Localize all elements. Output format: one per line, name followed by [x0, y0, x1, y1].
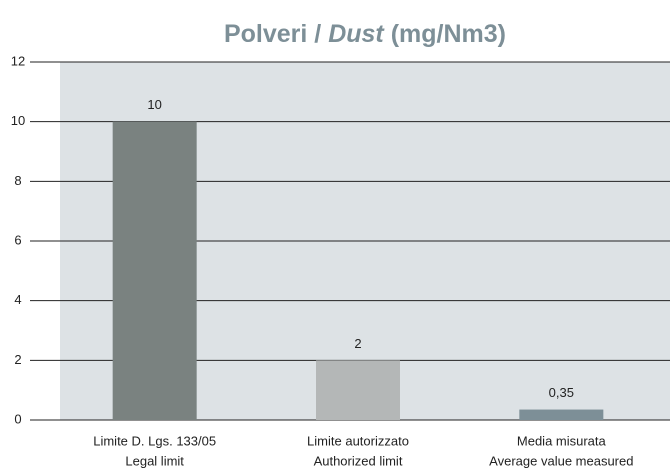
x-tick-label: Limite D. Lgs. 133/05: [93, 433, 216, 448]
title-part: Polveri /: [224, 20, 328, 48]
y-tick-label: 10: [11, 113, 25, 128]
x-tick-label: Average value measured: [489, 453, 633, 468]
y-tick-label: 8: [14, 173, 21, 188]
x-tick-label: Authorized limit: [314, 453, 403, 468]
bar: [112, 121, 197, 421]
value-label: 10: [147, 97, 161, 112]
value-label: 0,35: [549, 385, 574, 400]
bar: [316, 360, 400, 420]
x-tick-label: Media misurata: [517, 433, 607, 448]
chart-title: Polveri / Dust (mg/Nm3): [224, 20, 506, 48]
bar: [519, 409, 604, 420]
value-label: 2: [354, 336, 361, 351]
y-tick-label: 0: [14, 411, 21, 426]
y-tick-label: 4: [14, 292, 21, 307]
y-tick-label: 12: [11, 53, 25, 68]
title-part: (mg/Nm3): [384, 20, 506, 48]
y-tick-label: 6: [14, 232, 21, 247]
x-tick-label: Limite autorizzato: [307, 433, 409, 448]
title-part: Dust: [328, 20, 385, 48]
y-tick-label: 2: [14, 352, 21, 367]
x-tick-label: Legal limit: [125, 453, 184, 468]
